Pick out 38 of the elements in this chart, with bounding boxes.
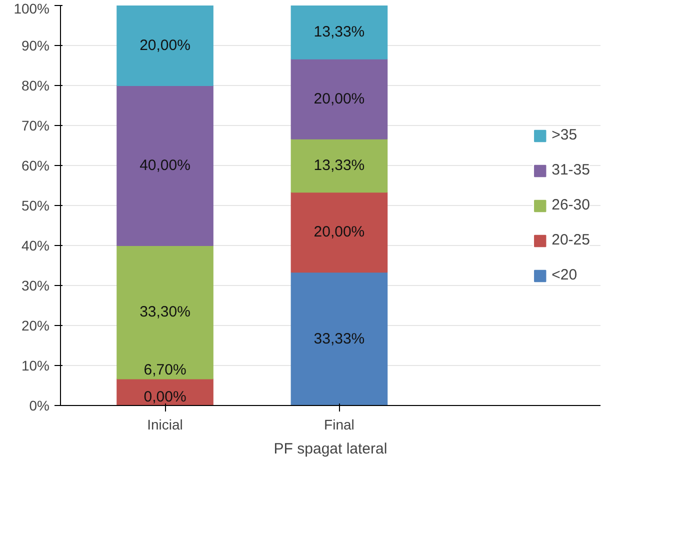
y-tick-label: 80%	[21, 78, 50, 94]
bar	[290, 6, 388, 60]
data-label: 40,00%	[140, 157, 190, 174]
y-tick-label: 40%	[21, 238, 50, 254]
x-tick-label: Inicial	[147, 416, 183, 432]
data-label: 33,30%	[140, 304, 190, 321]
x-tick-label: Final	[324, 416, 354, 432]
y-tick-label: 60%	[21, 158, 50, 174]
data-label: 6,70%	[144, 362, 186, 379]
legend-label: 20-25	[552, 232, 590, 248]
legend-label: >35	[552, 126, 578, 144]
data-label: 20,00%	[314, 90, 365, 108]
x-axis-title: PF spagat lateral	[274, 440, 388, 458]
y-tick-label: 10%	[21, 358, 50, 374]
legend-label: 31-35	[552, 162, 590, 178]
bar	[116, 6, 214, 86]
y-tick-label: 50%	[21, 198, 50, 214]
data-label: 0,00%	[144, 388, 186, 406]
data-label: 20,00%	[140, 37, 190, 54]
data-label: 33,33%	[314, 330, 365, 348]
data-label: 20,00%	[314, 224, 365, 241]
bar	[290, 272, 388, 406]
y-tick-label: 20%	[21, 318, 50, 334]
data-label: 13,33%	[314, 157, 365, 174]
bar	[116, 378, 214, 406]
y-tick-label: 100%	[14, 0, 50, 16]
data-label: 13,33%	[314, 24, 365, 41]
bar	[116, 85, 214, 246]
legend-label: 26-30	[552, 196, 590, 214]
y-tick-label: 90%	[21, 38, 50, 54]
bar	[116, 245, 214, 380]
y-tick-label: 70%	[21, 118, 50, 134]
y-tick-label: 0%	[29, 398, 50, 414]
bar	[290, 58, 388, 140]
legend-label: <20	[552, 266, 578, 284]
bar	[290, 138, 388, 193]
bar	[290, 192, 388, 273]
y-tick-label: 30%	[21, 278, 50, 294]
